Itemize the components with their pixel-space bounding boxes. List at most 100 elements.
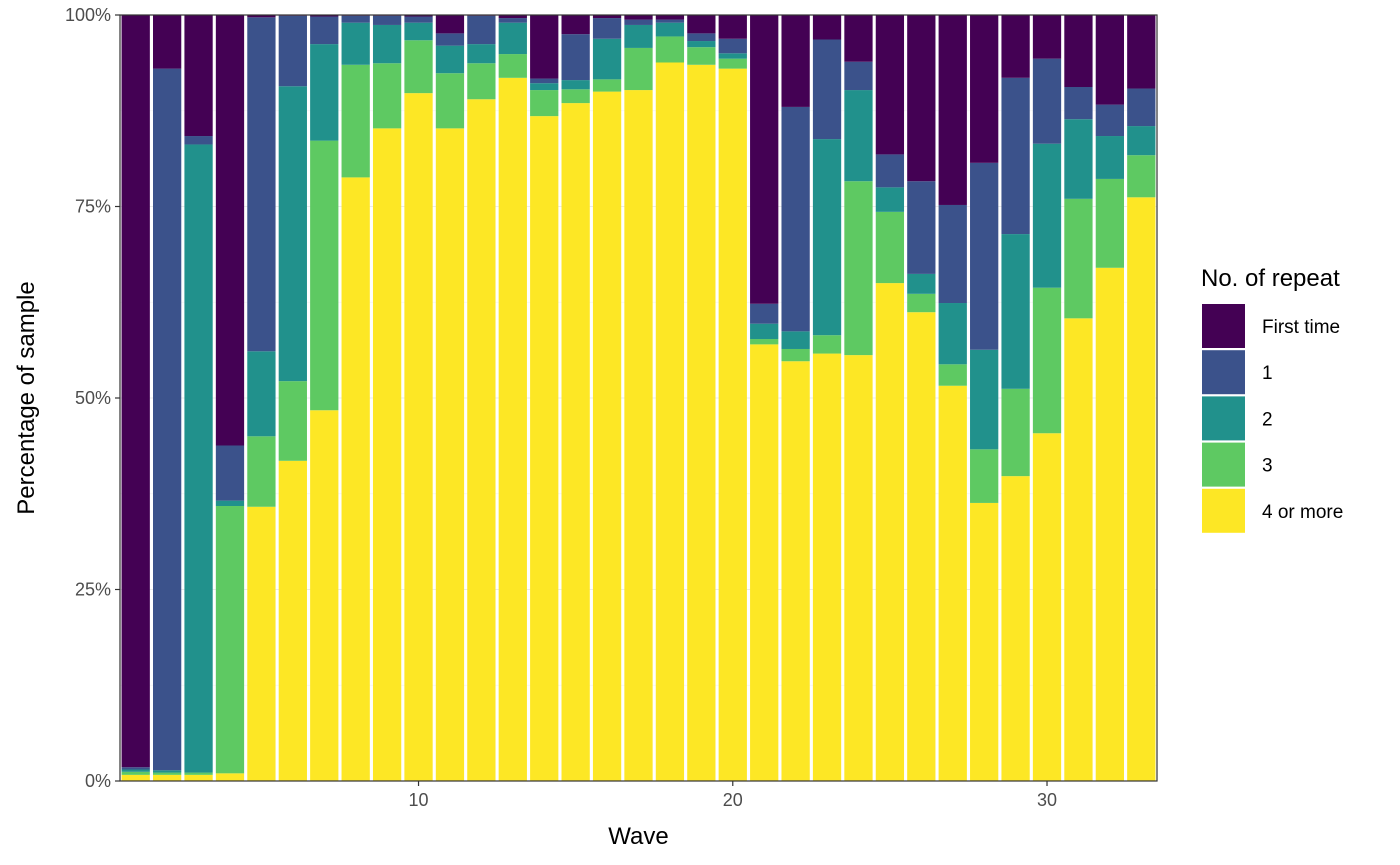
- bar-segment: [530, 15, 559, 79]
- bar-segment: [153, 770, 182, 773]
- bar-segment: [341, 177, 370, 781]
- bar-segment: [624, 15, 653, 20]
- bar-segment: [812, 15, 842, 40]
- bar-segment: [530, 83, 559, 91]
- bar-segment: [404, 16, 433, 23]
- bar-segment: [655, 22, 685, 37]
- bar-segment: [1001, 388, 1030, 477]
- x-axis-title: Wave: [608, 823, 668, 850]
- bar-segment: [498, 15, 527, 19]
- bar-segment: [372, 15, 402, 25]
- bar-segment: [310, 140, 339, 411]
- bar-segment: [592, 91, 622, 782]
- legend-label: 1: [1262, 363, 1273, 384]
- bar-segment: [624, 90, 653, 781]
- bar-segment: [907, 312, 936, 781]
- bar-segment: [655, 15, 685, 20]
- x-tick-label: 20: [723, 790, 743, 810]
- bar-segment: [215, 445, 245, 501]
- bar-segment: [592, 18, 622, 39]
- bar-segment: [184, 144, 213, 773]
- bar-segment: [624, 47, 653, 91]
- bar-segment: [372, 128, 402, 781]
- bar-segment: [907, 273, 936, 294]
- bar-segment: [907, 15, 936, 182]
- bar-segment: [435, 73, 465, 129]
- bar-segment: [875, 154, 905, 188]
- bar-segment: [655, 62, 685, 782]
- bar-segment: [875, 15, 905, 155]
- bar-segment: [1095, 15, 1124, 105]
- bar-segment: [404, 22, 433, 41]
- y-tick-label: 50%: [75, 388, 111, 408]
- bar-segment: [121, 771, 150, 775]
- bar-segment: [467, 99, 496, 781]
- y-tick-label: 75%: [75, 197, 111, 217]
- bar-segment: [498, 18, 527, 23]
- bar-segment: [310, 410, 339, 781]
- bar-segment: [404, 15, 433, 17]
- bar-segment: [938, 364, 967, 386]
- bar-segment: [247, 351, 276, 437]
- bar-segment: [184, 136, 213, 145]
- bar-segment: [655, 36, 685, 63]
- bar-segment: [278, 381, 307, 461]
- bar-segment: [372, 63, 402, 129]
- bar-segment: [561, 34, 590, 81]
- bar-segment: [875, 283, 905, 781]
- bar-segment: [435, 128, 465, 781]
- bar-segment: [121, 15, 150, 768]
- bar-segment: [718, 68, 747, 782]
- bar-segment: [1064, 198, 1093, 319]
- bar-segment: [530, 78, 559, 84]
- bar-segment: [215, 506, 245, 774]
- bar-segment: [781, 361, 810, 781]
- bar-segment: [970, 162, 999, 350]
- bar-segment: [781, 348, 810, 362]
- bar-segment: [1001, 476, 1030, 781]
- bar-segment: [498, 22, 527, 55]
- x-tick-label: 10: [409, 790, 429, 810]
- bar-segment: [467, 44, 496, 64]
- bar-segment: [687, 64, 716, 782]
- bar-segment: [247, 15, 276, 18]
- legend-key: [1202, 396, 1245, 441]
- bar-segment: [592, 15, 622, 19]
- bar-segment: [750, 344, 779, 781]
- bar-segment: [812, 353, 842, 781]
- bar-segment: [624, 24, 653, 48]
- bar-segment: [1064, 119, 1093, 199]
- bar-segment: [718, 38, 747, 54]
- bar-segment: [1001, 15, 1030, 78]
- y-tick-label: 0%: [85, 771, 111, 791]
- bar-segment: [812, 139, 842, 336]
- y-tick-label: 25%: [75, 580, 111, 600]
- bar-segment: [844, 61, 873, 91]
- bar-segment: [184, 15, 213, 137]
- bar-segment: [750, 339, 779, 345]
- bar-segment: [938, 385, 967, 781]
- bar-segment: [1095, 267, 1124, 781]
- bar-segment: [624, 19, 653, 25]
- bar-segment: [530, 90, 559, 117]
- bar-segment: [907, 293, 936, 313]
- bar-segment: [781, 331, 810, 349]
- bar-segment: [153, 772, 182, 775]
- bar-segment: [310, 44, 339, 141]
- bar-segment: [310, 15, 339, 17]
- bar-segment: [215, 773, 245, 781]
- bar-segment: [310, 16, 339, 45]
- bar-segment: [718, 15, 747, 39]
- legend-label: 4 or more: [1262, 502, 1343, 523]
- bar-segment: [1095, 104, 1124, 137]
- bar-segment: [1064, 318, 1093, 781]
- bar-segment: [121, 767, 150, 770]
- bar-segment: [184, 772, 213, 775]
- bar-segment: [404, 40, 433, 94]
- bar-segment: [341, 22, 370, 65]
- y-axis: 0% 25% 50% 75% 100%: [65, 5, 120, 791]
- bar-segment: [247, 506, 276, 781]
- bar-segment: [372, 24, 402, 64]
- bar-segment: [121, 774, 150, 781]
- bar-segment: [875, 211, 905, 284]
